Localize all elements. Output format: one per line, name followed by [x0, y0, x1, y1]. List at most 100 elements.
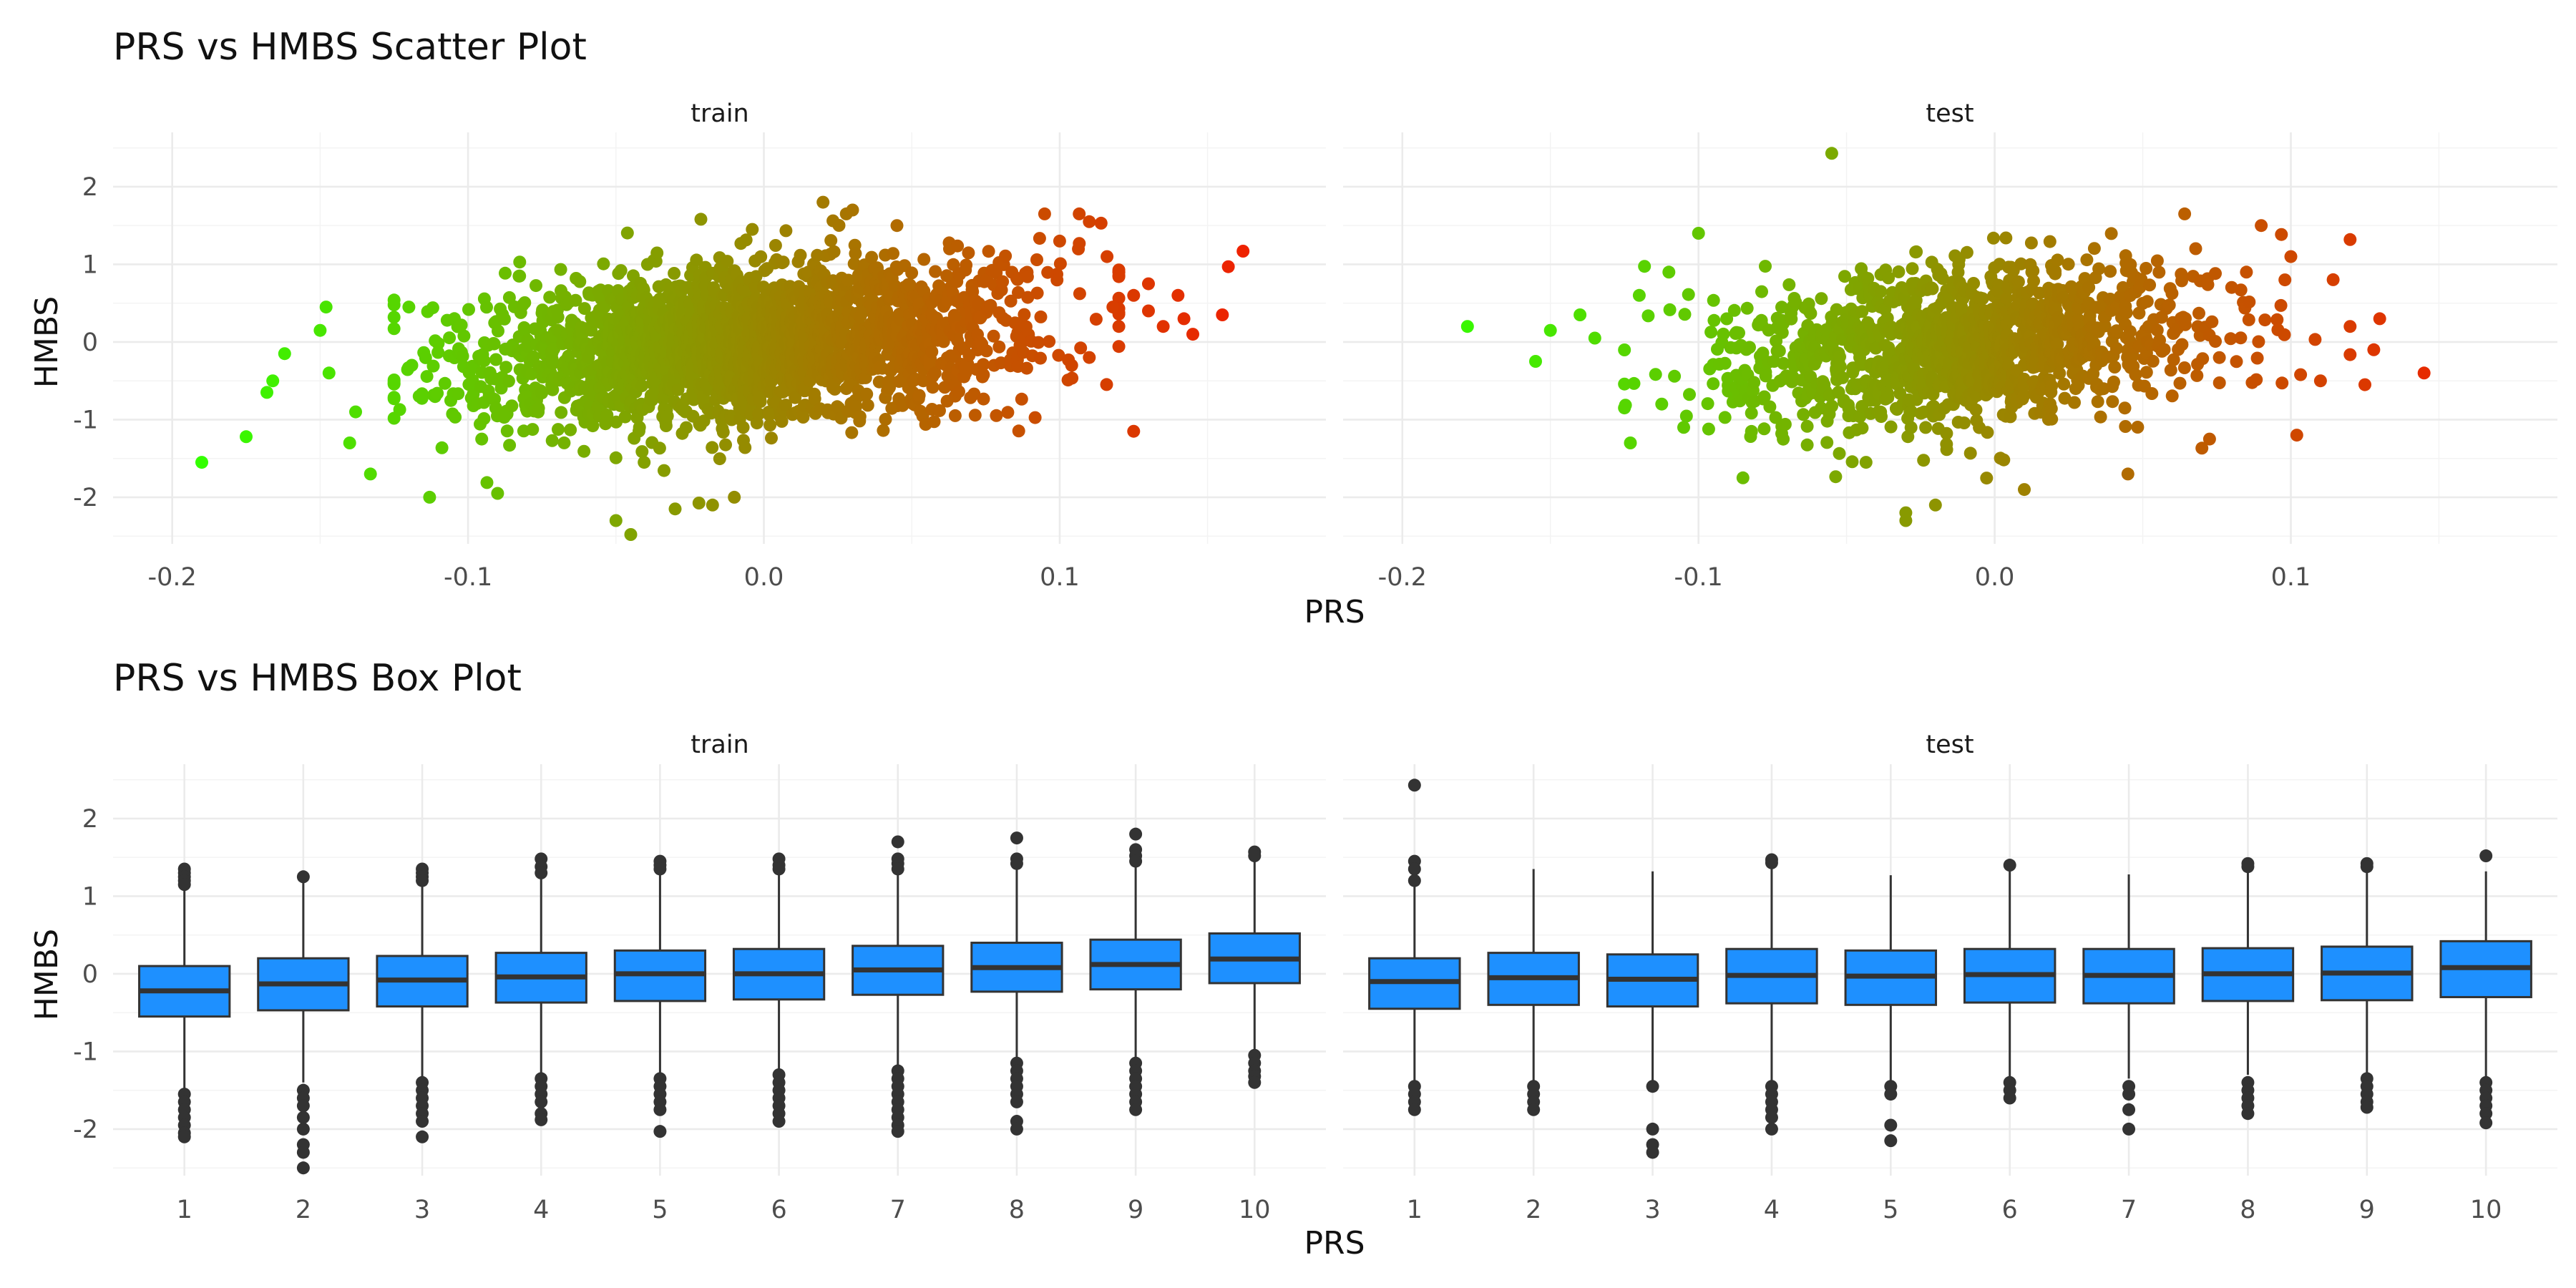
scatter-point: [635, 379, 648, 393]
scatter-point: [1020, 361, 1033, 375]
scatter-point: [952, 385, 965, 399]
box-outlier: [1884, 1134, 1898, 1148]
box-x-tick-label: 7: [890, 1196, 906, 1224]
box-outlier: [1010, 1095, 1023, 1108]
box-y-tick-label: 0: [82, 960, 98, 989]
scatter-point: [543, 291, 557, 304]
scatter-point: [505, 399, 519, 413]
box-x-tick-label: 10: [1239, 1196, 1271, 1224]
scatter-point: [1012, 424, 1025, 438]
box-outlier: [2479, 1116, 2493, 1130]
scatter-point: [929, 265, 942, 278]
scatter-point: [937, 335, 950, 348]
scatter-point: [557, 436, 571, 449]
scatter-point: [1759, 369, 1772, 383]
scatter-point: [614, 264, 628, 278]
scatter-point: [977, 392, 990, 406]
scatter-y-tick-label: 0: [82, 328, 98, 357]
scatter-point: [438, 376, 452, 390]
scatter-point: [2205, 315, 2219, 328]
scatter-point: [2068, 396, 2081, 409]
scatter-point: [1904, 421, 1918, 434]
box-outlier: [416, 874, 429, 887]
scatter-point: [925, 345, 939, 358]
scatter-point: [2044, 402, 2058, 416]
scatter-point: [653, 441, 666, 455]
box-outlier: [772, 862, 786, 876]
scatter-point: [2278, 328, 2291, 341]
scatter-point: [779, 399, 793, 412]
box-outlier: [296, 1161, 310, 1175]
box-outlier: [1765, 856, 1778, 869]
box-x-tick-label: 8: [1009, 1196, 1025, 1224]
scatter-point: [609, 514, 623, 527]
scatter-point: [1094, 216, 1108, 230]
scatter-y-ticks: 2 1 0 -1 -2: [73, 173, 98, 512]
scatter-point: [865, 250, 879, 264]
box-outlier: [2122, 1088, 2136, 1101]
box-outlier: [535, 1113, 548, 1126]
box-outlier: [1407, 874, 1421, 887]
scatter-point: [861, 399, 874, 412]
scatter-point: [1618, 377, 1631, 391]
scatter-point: [1074, 341, 1088, 355]
scatter-point: [480, 301, 493, 314]
scatter-point: [1745, 424, 1758, 438]
scatter-point: [940, 269, 954, 283]
scatter-point: [763, 419, 777, 432]
scatter-point: [1967, 277, 1981, 290]
scatter-point: [240, 430, 253, 444]
scatter-point: [926, 381, 940, 394]
scatter-point: [405, 358, 419, 372]
scatter-point: [487, 337, 501, 351]
scatter-point: [2175, 274, 2188, 288]
scatter-panel-train: -0.2 -0.1 0.0 0.1: [113, 132, 1326, 592]
scatter-point: [1884, 420, 1898, 434]
scatter-point: [1757, 390, 1771, 404]
scatter-point: [1083, 215, 1096, 228]
scatter-point: [1053, 234, 1066, 248]
scatter-point: [2118, 401, 2132, 415]
scatter-point: [2240, 265, 2253, 279]
box-outlier: [2479, 1107, 2493, 1121]
box-outlier: [1248, 1075, 1262, 1089]
scatter-point: [2202, 432, 2216, 446]
scatter-point: [2049, 265, 2062, 278]
scatter-point: [1905, 405, 1918, 419]
scatter-point: [1845, 455, 1859, 469]
scatter-point: [1106, 301, 1120, 314]
scatter-point: [1829, 470, 1843, 484]
scatter-point: [1460, 320, 1474, 333]
scatter-point: [977, 358, 990, 371]
box-test-10: [2439, 849, 2532, 1130]
scatter-point: [1960, 245, 1974, 259]
scatter-point: [1825, 399, 1838, 413]
scatter-point: [2104, 265, 2117, 278]
scatter-point: [1980, 472, 1994, 485]
scatter-point: [2308, 333, 2322, 346]
scatter-point: [2255, 219, 2268, 233]
box-x-tick-label: 1: [177, 1196, 192, 1224]
box-train-4: [494, 852, 587, 1126]
scatter-point: [500, 424, 514, 438]
scatter-point: [948, 409, 962, 422]
scatter-point: [917, 253, 931, 266]
scatter-point: [832, 219, 846, 232]
box-x-tick-label: 5: [652, 1196, 668, 1224]
box-train-2: [257, 870, 350, 1175]
box-test-4: [1725, 853, 1818, 1136]
scatter-point: [1618, 401, 1631, 415]
box-outlier: [1407, 779, 1421, 792]
scatter-point: [1529, 355, 1542, 368]
scatter-point: [933, 404, 946, 417]
scatter-point: [1632, 288, 1646, 302]
scatter-point: [518, 323, 532, 337]
scatter-point: [962, 246, 975, 260]
scatter-point: [278, 347, 291, 361]
scatter-x-tick-label: 0.1: [1040, 563, 1080, 592]
box-outlier: [296, 870, 310, 884]
scatter-point: [1707, 377, 1720, 391]
scatter-point: [1785, 312, 1798, 326]
scatter-point: [2104, 227, 2118, 240]
scatter-point: [1815, 292, 1828, 306]
